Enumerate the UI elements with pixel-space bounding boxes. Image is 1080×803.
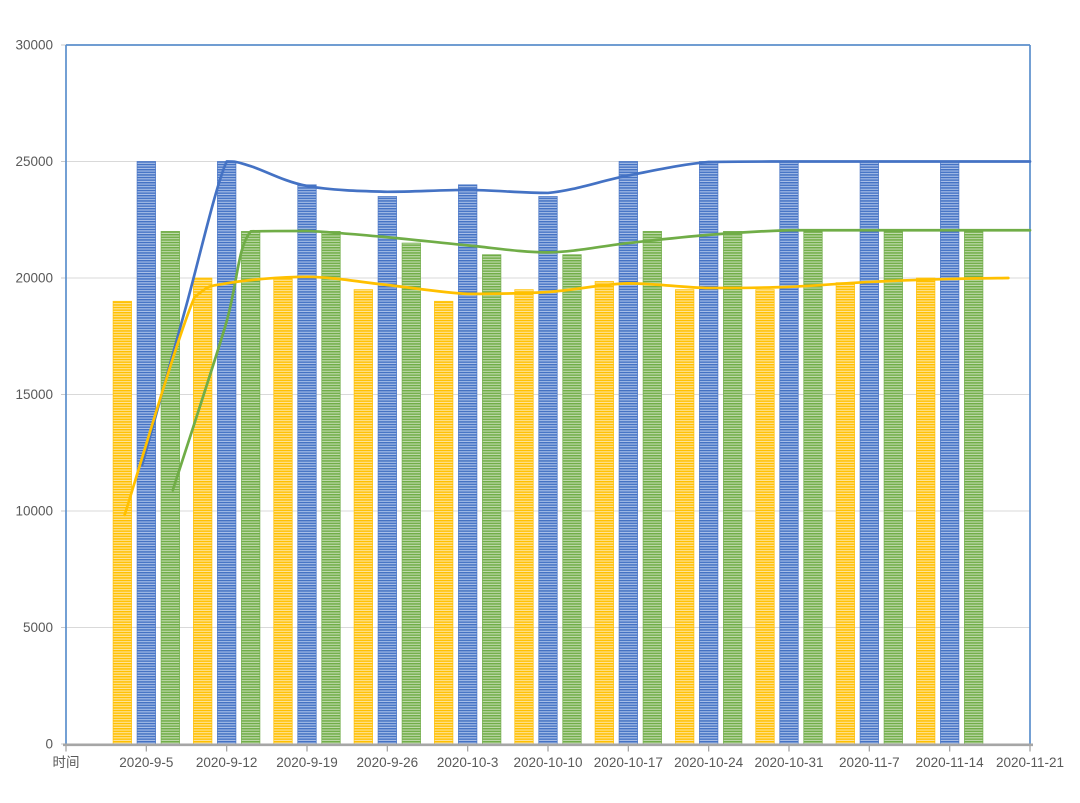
x-label-2020-9-26: 2020-9-26: [357, 755, 419, 770]
bar-blue-bars-2020-10-31: [779, 161, 799, 745]
y-label-5000: 5000: [23, 620, 53, 635]
x-label-时间: 时间: [53, 755, 80, 770]
bar-green-bars-2020-10-17: [642, 230, 662, 745]
bar-green-bars-2020-9-26: [401, 242, 421, 745]
bar-yellow-bars-2020-10-3: [434, 300, 454, 745]
bar-yellow-bars-2020-11-14: [916, 277, 936, 745]
bar-yellow-bars-2020-9-19: [273, 277, 293, 745]
bar-green-bars-2020-10-10: [562, 254, 582, 745]
x-label-2020-9-12: 2020-9-12: [196, 755, 258, 770]
x-label-2020-10-24: 2020-10-24: [674, 755, 744, 770]
bar-yellow-bars-2020-10-17: [594, 281, 614, 745]
bar-green-bars-2020-9-19: [321, 230, 341, 745]
bar-blue-bars-2020-11-7: [859, 161, 879, 745]
bar-green-bars-2020-9-12: [241, 230, 261, 745]
bar-blue-bars-2020-11-14: [940, 161, 960, 745]
y-label-10000: 10000: [15, 504, 53, 519]
bar-yellow-bars-2020-10-31: [755, 289, 775, 745]
y-label-15000: 15000: [15, 387, 53, 402]
bar-yellow-bars-2020-9-12: [193, 277, 213, 745]
x-label-2020-10-31: 2020-10-31: [754, 755, 823, 770]
x-label-2020-10-17: 2020-10-17: [594, 755, 663, 770]
bar-yellow-bars-2020-10-10: [514, 289, 534, 745]
bar-green-bars-2020-9-5: [160, 230, 180, 745]
bar-blue-bars-2020-10-24: [699, 161, 719, 745]
bar-green-bars-2020-10-31: [803, 230, 823, 745]
bar-green-bars-2020-11-7: [883, 230, 903, 745]
x-label-2020-10-3: 2020-10-3: [437, 755, 499, 770]
y-label-25000: 25000: [15, 154, 53, 169]
y-label-30000: 30000: [15, 38, 53, 53]
y-label-0: 0: [45, 737, 53, 752]
bar-green-bars-2020-10-3: [482, 254, 502, 745]
series-line-green-line: [171, 228, 1032, 492]
bar-yellow-bars-2020-9-5: [112, 300, 132, 745]
x-label-2020-10-10: 2020-10-10: [513, 755, 582, 770]
bar-blue-bars-2020-10-10: [538, 196, 558, 745]
x-label-2020-9-5: 2020-9-5: [119, 755, 173, 770]
bar-green-bars-2020-10-24: [723, 230, 743, 745]
bar-blue-bars-2020-9-12: [217, 161, 237, 745]
y-label-20000: 20000: [15, 271, 53, 286]
bar-blue-bars-2020-10-17: [618, 161, 638, 745]
bar-blue-bars-2020-10-3: [458, 184, 478, 745]
x-label-2020-11-14: 2020-11-14: [916, 755, 985, 770]
x-label-2020-11-7: 2020-11-7: [839, 755, 900, 770]
bar-blue-bars-2020-9-26: [377, 196, 397, 745]
bar-yellow-bars-2020-11-7: [835, 282, 855, 745]
x-label-2020-11-21: 2020-11-21: [996, 755, 1064, 770]
x-label-2020-9-19: 2020-9-19: [276, 755, 338, 770]
bar-blue-bars-2020-9-19: [297, 184, 317, 745]
series-line-yellow-line: [123, 275, 1010, 517]
series-line-blue-line: [140, 160, 1032, 466]
bar-green-bars-2020-11-14: [964, 230, 984, 745]
bar-yellow-bars-2020-9-26: [353, 289, 373, 745]
bar-yellow-bars-2020-10-24: [675, 289, 695, 745]
